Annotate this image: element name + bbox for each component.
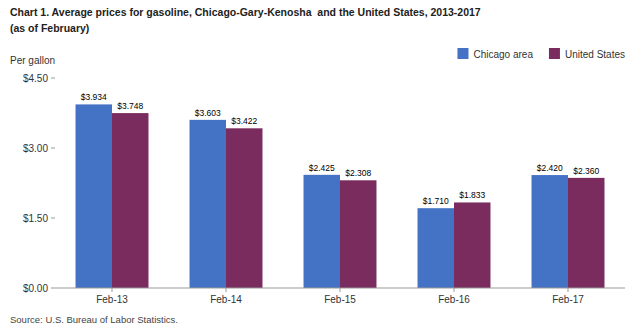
data-label: $2.425 <box>309 163 335 173</box>
data-label: $3.422 <box>231 116 257 126</box>
x-tick-label: Feb-16 <box>438 294 470 305</box>
y-tick <box>51 78 55 79</box>
x-tick <box>454 288 455 292</box>
x-tick-label: Feb-13 <box>96 294 128 305</box>
data-labels: $3.934 $3.748 $3.603 $3.422 $2.425 $2.308 $1.7… <box>81 92 600 206</box>
bar <box>454 202 490 288</box>
legend-label: Chicago area <box>473 49 533 60</box>
title: Chart 1. Average prices for gasoline, Ch… <box>10 6 481 18</box>
x-tick-label: Feb-17 <box>552 294 584 305</box>
y-tick <box>51 218 55 219</box>
data-label: $2.420 <box>537 163 563 173</box>
data-label: $2.360 <box>573 166 599 176</box>
y-tick-label: $0.00 <box>23 283 48 294</box>
y-tick <box>51 288 55 289</box>
bar <box>340 180 376 288</box>
data-label: $3.934 <box>81 92 107 102</box>
x-tick <box>340 288 341 292</box>
x-tick <box>226 288 227 292</box>
bar <box>304 175 340 288</box>
y-tick-label: $4.50 <box>23 73 48 84</box>
y-tick-label: $1.50 <box>23 213 48 224</box>
source: Source: U.S. Bureau of Labor Statistics. <box>10 314 178 325</box>
x-tick <box>568 288 569 292</box>
bar <box>190 120 226 288</box>
y-tick-label: $3.00 <box>23 143 48 154</box>
y-tick <box>51 148 55 149</box>
bar <box>418 208 454 288</box>
bars <box>76 104 605 288</box>
bar <box>226 128 262 288</box>
x-axis <box>55 288 625 289</box>
legend-label: United States <box>565 49 625 60</box>
legend: United States Chicago area <box>457 48 625 60</box>
x-tick <box>112 288 113 292</box>
bar <box>532 175 568 288</box>
subtitle: (as of February) <box>10 22 89 34</box>
y-axis-label: Per gallon <box>10 55 55 66</box>
data-label: $1.833 <box>459 190 485 200</box>
data-label: $3.603 <box>195 108 221 118</box>
data-label: $2.308 <box>345 168 371 178</box>
bar <box>112 113 148 288</box>
bar <box>568 178 604 288</box>
x-tick-label: Feb-14 <box>210 294 242 305</box>
chart: Chart 1. Average prices for gasoline, Ch… <box>0 0 640 329</box>
x-tick-label: Feb-15 <box>324 294 356 305</box>
data-label: $3.748 <box>117 101 143 111</box>
bar <box>76 104 112 288</box>
legend-swatch <box>549 48 560 59</box>
data-label: $1.710 <box>423 196 449 206</box>
legend-swatch <box>457 48 468 59</box>
